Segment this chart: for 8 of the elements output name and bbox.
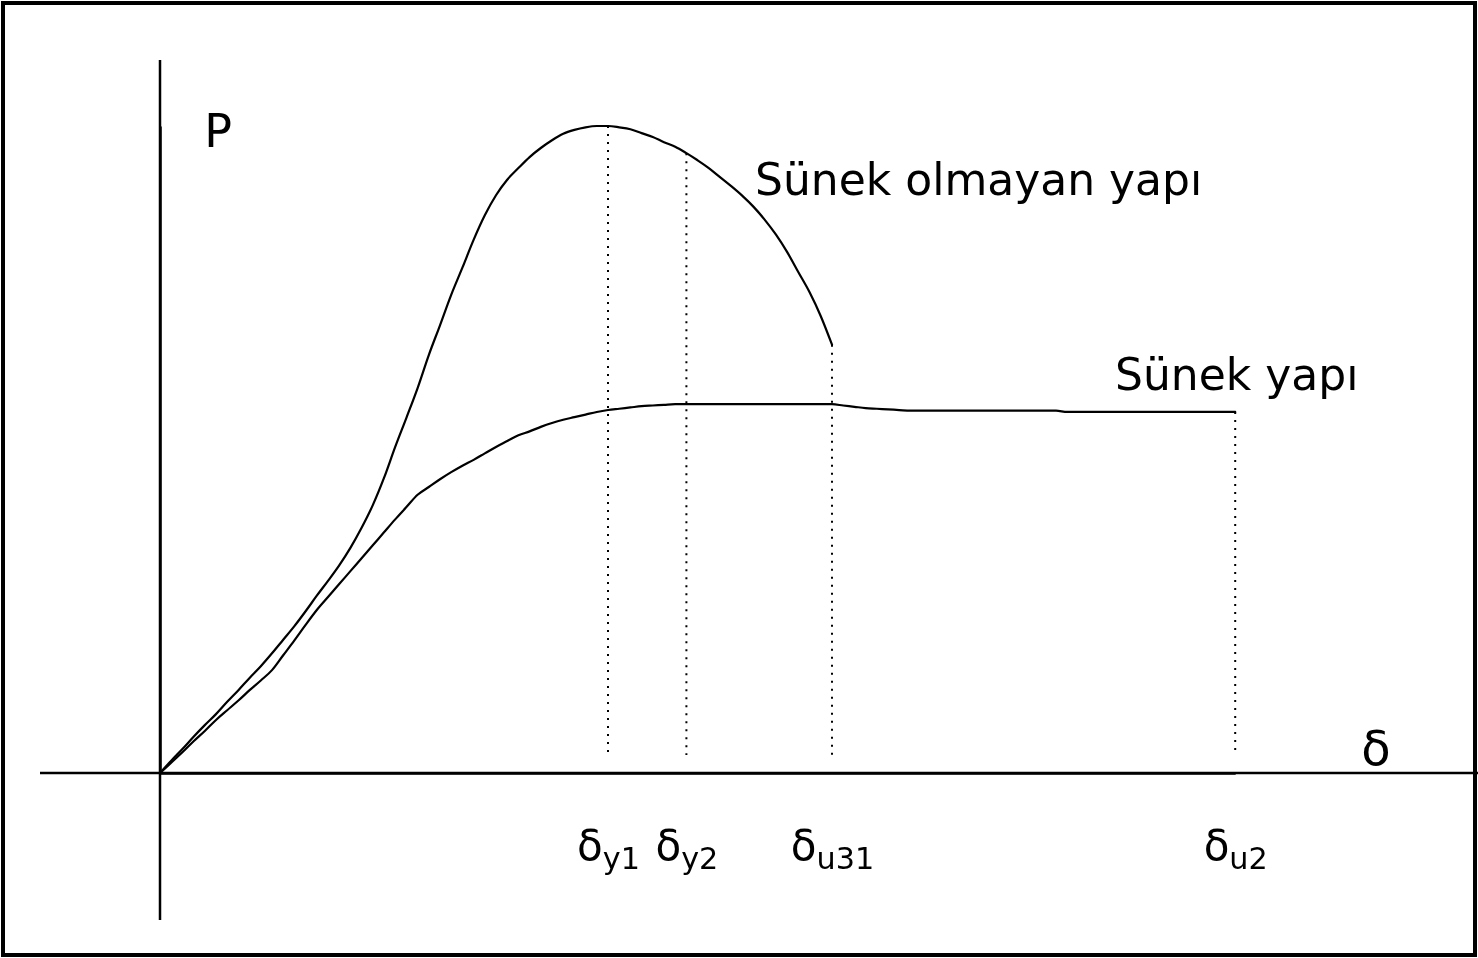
series-label: Sünek yapı xyxy=(1115,349,1359,400)
x-axis-title: δ xyxy=(1361,720,1391,776)
x-tick-label: δ$_{u31}$ xyxy=(790,821,875,876)
series-label: Sünek olmayan yapı xyxy=(755,154,1203,205)
y-axis-title: P xyxy=(204,104,232,158)
x-tick-label: δ$_{y2}$ xyxy=(655,821,719,876)
x-tick-label: δ$_{y1}$ xyxy=(577,821,640,876)
x-tick-label: δ$_{u2}$ xyxy=(1203,821,1268,876)
